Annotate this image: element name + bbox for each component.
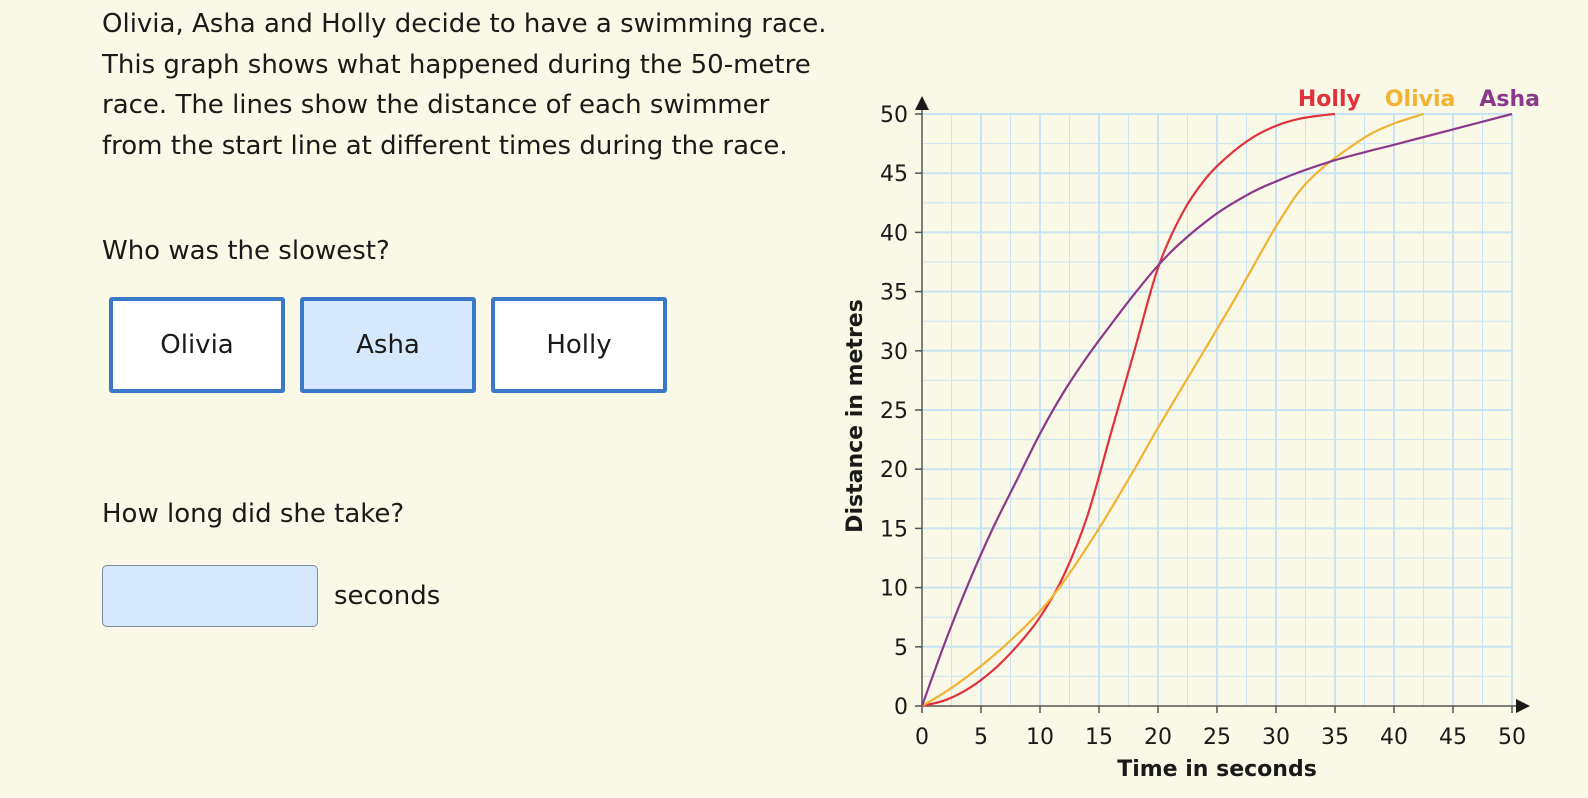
y-tick-label: 10 (880, 577, 908, 602)
x-axis-arrow-icon (1516, 699, 1530, 713)
series-line-holly (921, 112, 1336, 708)
y-tick-label: 25 (880, 399, 908, 424)
x-tick-label: 10 (1026, 725, 1054, 750)
x-tick-label: 35 (1321, 725, 1349, 750)
y-tick-label: 30 (880, 340, 908, 365)
x-tick-label: 50 (1498, 725, 1526, 750)
y-tick-label: 0 (894, 695, 908, 720)
y-tick-label: 5 (894, 636, 908, 661)
x-axis-title: Time in seconds (1117, 757, 1317, 782)
answer-unit-label: seconds (334, 581, 441, 611)
y-tick-label: 20 (880, 458, 908, 483)
y-axis-title: Distance in metres (843, 299, 868, 533)
series-line-olivia (921, 112, 1424, 707)
choice-olivia-button[interactable]: Olivia (109, 297, 285, 393)
legend-olivia: Olivia (1385, 87, 1456, 112)
x-tick-label: 30 (1262, 725, 1290, 750)
x-tick-label: 25 (1203, 725, 1231, 750)
series-line-asha (920, 112, 1513, 707)
x-tick-label: 5 (974, 725, 988, 750)
question-slowest: Who was the slowest? (102, 236, 390, 266)
answer-seconds-input[interactable] (102, 565, 318, 627)
x-tick-label: 20 (1144, 725, 1172, 750)
legend-holly: Holly (1298, 87, 1361, 112)
x-tick-label: 40 (1380, 725, 1408, 750)
x-tick-label: 45 (1439, 725, 1467, 750)
y-axis-arrow-icon (915, 96, 929, 110)
intro-text: Olivia, Asha and Holly decide to have a … (102, 9, 827, 161)
y-tick-label: 50 (880, 103, 908, 128)
y-tick-label: 35 (880, 281, 908, 306)
distance-time-chart: 0 5 10 15 20 25 30 35 40 45 50 0 5 10 15 20 25 30 35 40 45 50… (843, 87, 1540, 782)
choice-holly-button[interactable]: Holly (491, 297, 667, 393)
choice-asha-button[interactable]: Asha (300, 297, 476, 393)
x-tick-label: 15 (1085, 725, 1113, 750)
legend-asha: Asha (1479, 87, 1540, 112)
y-tick-label: 15 (880, 517, 908, 542)
question-how-long: How long did she take? (102, 499, 405, 529)
x-tick-label: 0 (915, 725, 929, 750)
y-tick-label: 45 (880, 162, 908, 187)
y-tick-label: 40 (880, 221, 908, 246)
